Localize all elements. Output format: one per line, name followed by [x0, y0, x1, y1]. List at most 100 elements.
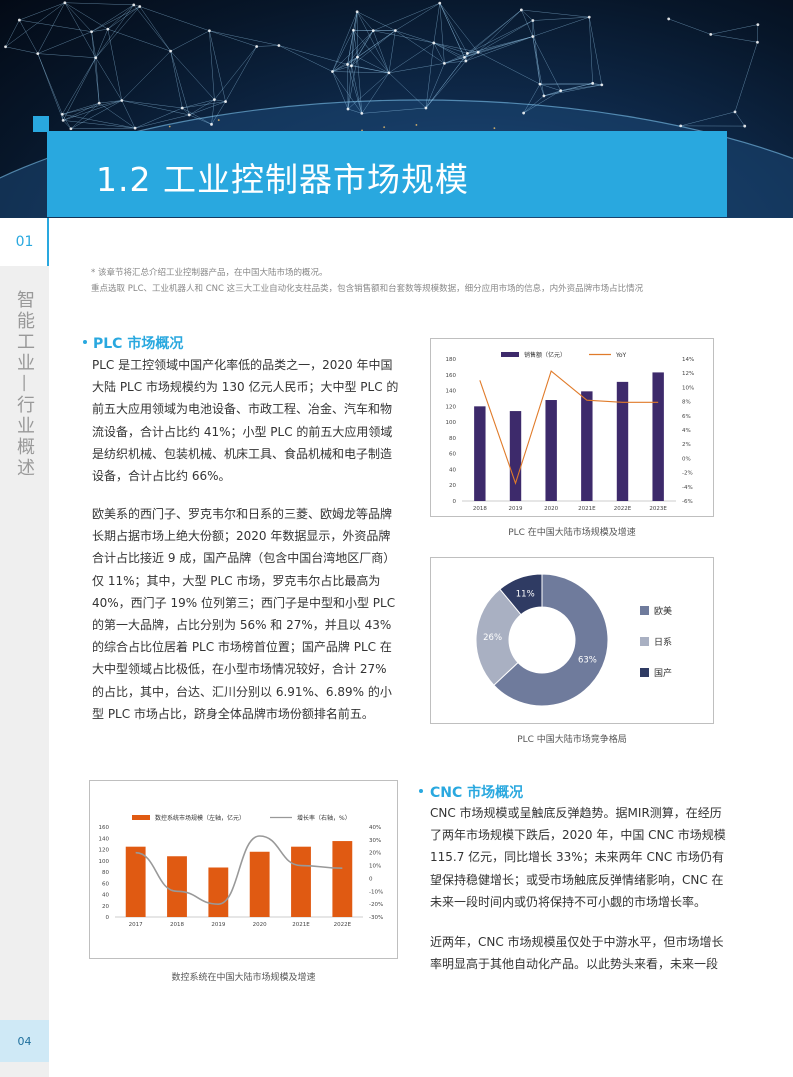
- network-line: [425, 60, 467, 109]
- plc-paragraph-1: PLC 是工控领域中国产化率低的品类之一，2020 年中国 大陆 PLC 市场规模…: [92, 354, 398, 487]
- network-line: [532, 16, 590, 37]
- network-node: [432, 41, 436, 45]
- network-line: [539, 82, 593, 85]
- network-line: [170, 51, 190, 116]
- network-line: [256, 45, 279, 47]
- pie-slice: [499, 573, 543, 616]
- y-right-tick-label: 0: [369, 876, 373, 882]
- network-line: [332, 71, 349, 110]
- network-line: [91, 4, 134, 32]
- network-line: [532, 36, 541, 85]
- network-node: [350, 64, 353, 68]
- network-line: [433, 3, 441, 43]
- paragraph-line: 望保持稳健增长；或受市场触底反弹情绪影响，CNC 在: [430, 872, 724, 887]
- network-line: [182, 99, 215, 109]
- note-line-1: * 该章节将汇总介绍工业控制器产品，在中国大陆市场的概况。: [91, 268, 328, 278]
- network-node: [371, 29, 375, 33]
- network-line: [62, 102, 100, 115]
- y-right-tick-label: -30%: [369, 915, 383, 921]
- network-line: [668, 18, 711, 35]
- network-line: [710, 24, 758, 35]
- network-line: [351, 30, 396, 67]
- cnc-scale-chart: 0 20 40 60 80 100 120 140 160 -30% -20% -10% 0 10% 20%…: [89, 780, 398, 959]
- network-line: [357, 11, 396, 31]
- network-node: [138, 5, 142, 8]
- paragraph-line: 率明显高于其他自动化产品。以此势头来看，未来一段: [430, 957, 719, 972]
- network-node: [559, 89, 563, 93]
- network-node: [180, 106, 184, 110]
- slice-value-label: 11%: [516, 589, 535, 599]
- network-line: [62, 114, 136, 129]
- network-line: [347, 56, 358, 65]
- x-tick-label: 2017: [129, 922, 143, 928]
- network-line: [439, 3, 468, 54]
- bar: [652, 372, 664, 501]
- paragraph-line: 115.7 亿元，同比增长 33%；未来两年 CNC 市场仍有: [430, 850, 725, 865]
- y-left-tick-label: 180: [446, 357, 457, 363]
- network-line: [543, 84, 602, 97]
- city-light: [361, 129, 363, 132]
- y-right-tick-label: -10%: [369, 889, 383, 895]
- network-line: [189, 114, 212, 125]
- network-node: [17, 18, 21, 22]
- y-left-tick-label: 80: [102, 870, 109, 876]
- y-right-tick-label: 6%: [682, 414, 691, 420]
- network-line: [521, 9, 534, 21]
- network-node: [360, 112, 364, 115]
- network-node: [94, 56, 98, 60]
- network-node: [756, 40, 759, 44]
- network-line: [62, 114, 72, 129]
- y-right-tick-label: 0%: [682, 456, 691, 462]
- network-node: [331, 70, 334, 73]
- paragraph-line: PLC 是工控领域中国产化率低的品类之一，2020 年中国: [92, 358, 393, 372]
- network-line: [70, 102, 100, 129]
- network-node: [224, 100, 227, 103]
- network-node: [466, 52, 469, 55]
- network-line: [478, 52, 541, 85]
- x-tick-label: 2023E: [649, 506, 667, 512]
- network-line: [170, 30, 210, 52]
- network-line: [478, 20, 533, 53]
- network-node: [187, 113, 191, 117]
- plc-scale-chart-svg: 0 20 40 60 80 100 120 140 160 180 -6% -4% -2% 0% 2% 4% 6…: [446, 351, 695, 512]
- network-line: [332, 30, 354, 72]
- network-line: [347, 108, 362, 114]
- network-line: [357, 57, 363, 114]
- network-node: [277, 44, 281, 47]
- bar: [616, 381, 629, 501]
- paragraph-line: 近两年，CNC 市场规模虽仅处于中游水平，但市场增长: [430, 935, 724, 949]
- y-right-tick-label: 12%: [682, 371, 694, 377]
- network-node: [4, 45, 7, 49]
- network-line: [182, 107, 212, 125]
- network-node: [90, 30, 93, 34]
- slice-value-label: 63%: [578, 656, 597, 666]
- legend-label: 日系: [654, 637, 672, 648]
- network-node: [63, 1, 67, 5]
- network-line: [95, 29, 109, 58]
- y-left-tick-label: 160: [99, 825, 110, 831]
- y-left-tick-label: 120: [99, 848, 110, 854]
- network-line: [357, 56, 390, 74]
- paragraph-line: 未来一段时间内或仍将保持不可小觑的市场增长率。: [430, 894, 707, 909]
- cnc-paragraph-1: CNC 市场规模或呈触底反弹趋势。据MIR测算，在经历 了两年市场规模下跌后，20…: [430, 802, 726, 913]
- paragraph-line: 的第一大品牌，占比分别为 56% 和 27%，并且以 43%: [92, 618, 392, 633]
- y-right-tick-label: -6%: [682, 499, 693, 505]
- network-line: [278, 45, 348, 65]
- network-node: [255, 45, 259, 48]
- paragraph-line: 40%，西门子 19% 位列第三；西门子是中型和小型 PLC: [92, 595, 396, 610]
- paragraph-line: 欧美系的西门子、罗克韦尔和日系的三菱、欧姆龙等品牌: [92, 507, 393, 521]
- y-right-tick-label: 10%: [682, 385, 694, 391]
- y-left-tick-label: 100: [99, 859, 110, 865]
- network-line: [433, 42, 479, 53]
- plc-scale-caption: PLC 在中国大陆市场规模及增速: [508, 528, 636, 538]
- plc-heading-bullet: [83, 340, 87, 344]
- plc-share-caption: PLC 中国大陆市场竞争格局: [517, 735, 627, 745]
- network-line: [521, 9, 534, 37]
- network-line: [121, 100, 136, 129]
- network-line: [62, 57, 96, 115]
- network-node: [132, 3, 136, 7]
- plc-scale-chart: 0 20 40 60 80 100 120 140 160 180 -6% -4% -2% 0% 2% 4% 6…: [430, 338, 714, 517]
- network-line: [523, 90, 561, 114]
- network-line: [734, 111, 745, 127]
